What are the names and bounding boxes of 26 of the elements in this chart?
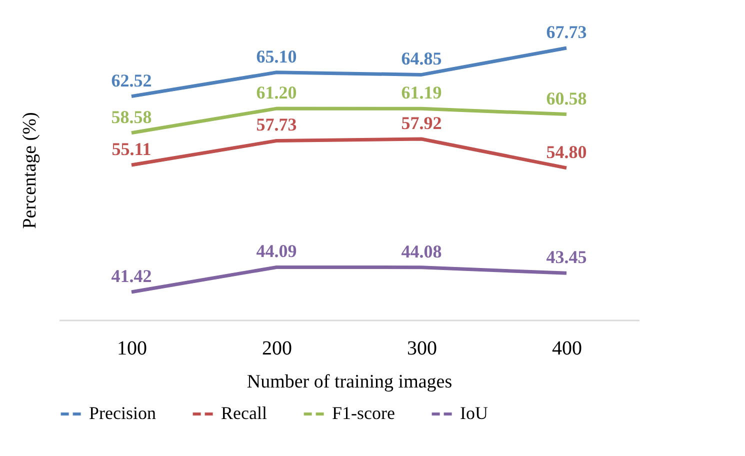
data-label: 58.58 [111,106,152,127]
x-tick-label: 200 [262,338,292,360]
data-label: 64.85 [401,48,442,69]
data-label: 61.20 [256,82,297,103]
data-label: 57.73 [256,114,297,135]
data-label: 60.58 [546,88,587,108]
x-tick-label: 400 [552,338,582,360]
data-label: 44.09 [256,241,297,262]
legend-label: Precision [89,403,156,423]
data-label: 41.42 [111,266,152,286]
data-label: 67.73 [546,22,587,42]
data-label: 44.08 [401,241,442,262]
data-label: 61.19 [401,82,442,103]
legend-label: IoU [460,403,488,423]
data-label: 65.10 [256,46,297,66]
legend-label: F1-score [332,403,395,423]
data-label: 62.52 [111,70,152,90]
data-label: 57.92 [401,112,442,133]
data-label: 43.45 [546,247,587,268]
data-label: 55.11 [112,139,152,160]
x-tick-label: 300 [407,338,437,360]
y-axis-title: Percentage (%) [20,112,40,229]
data-label: 54.80 [546,142,587,162]
x-axis-title: Number of training images [246,372,452,392]
x-tick-label: 100 [117,338,147,360]
legend-label: Recall [221,403,267,423]
